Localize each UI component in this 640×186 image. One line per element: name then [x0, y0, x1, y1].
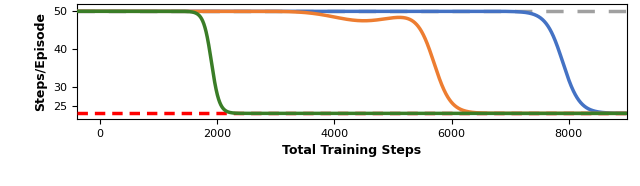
Y-axis label: Steps/Episode: Steps/Episode: [35, 12, 47, 111]
X-axis label: Total Training Steps: Total Training Steps: [282, 144, 422, 157]
